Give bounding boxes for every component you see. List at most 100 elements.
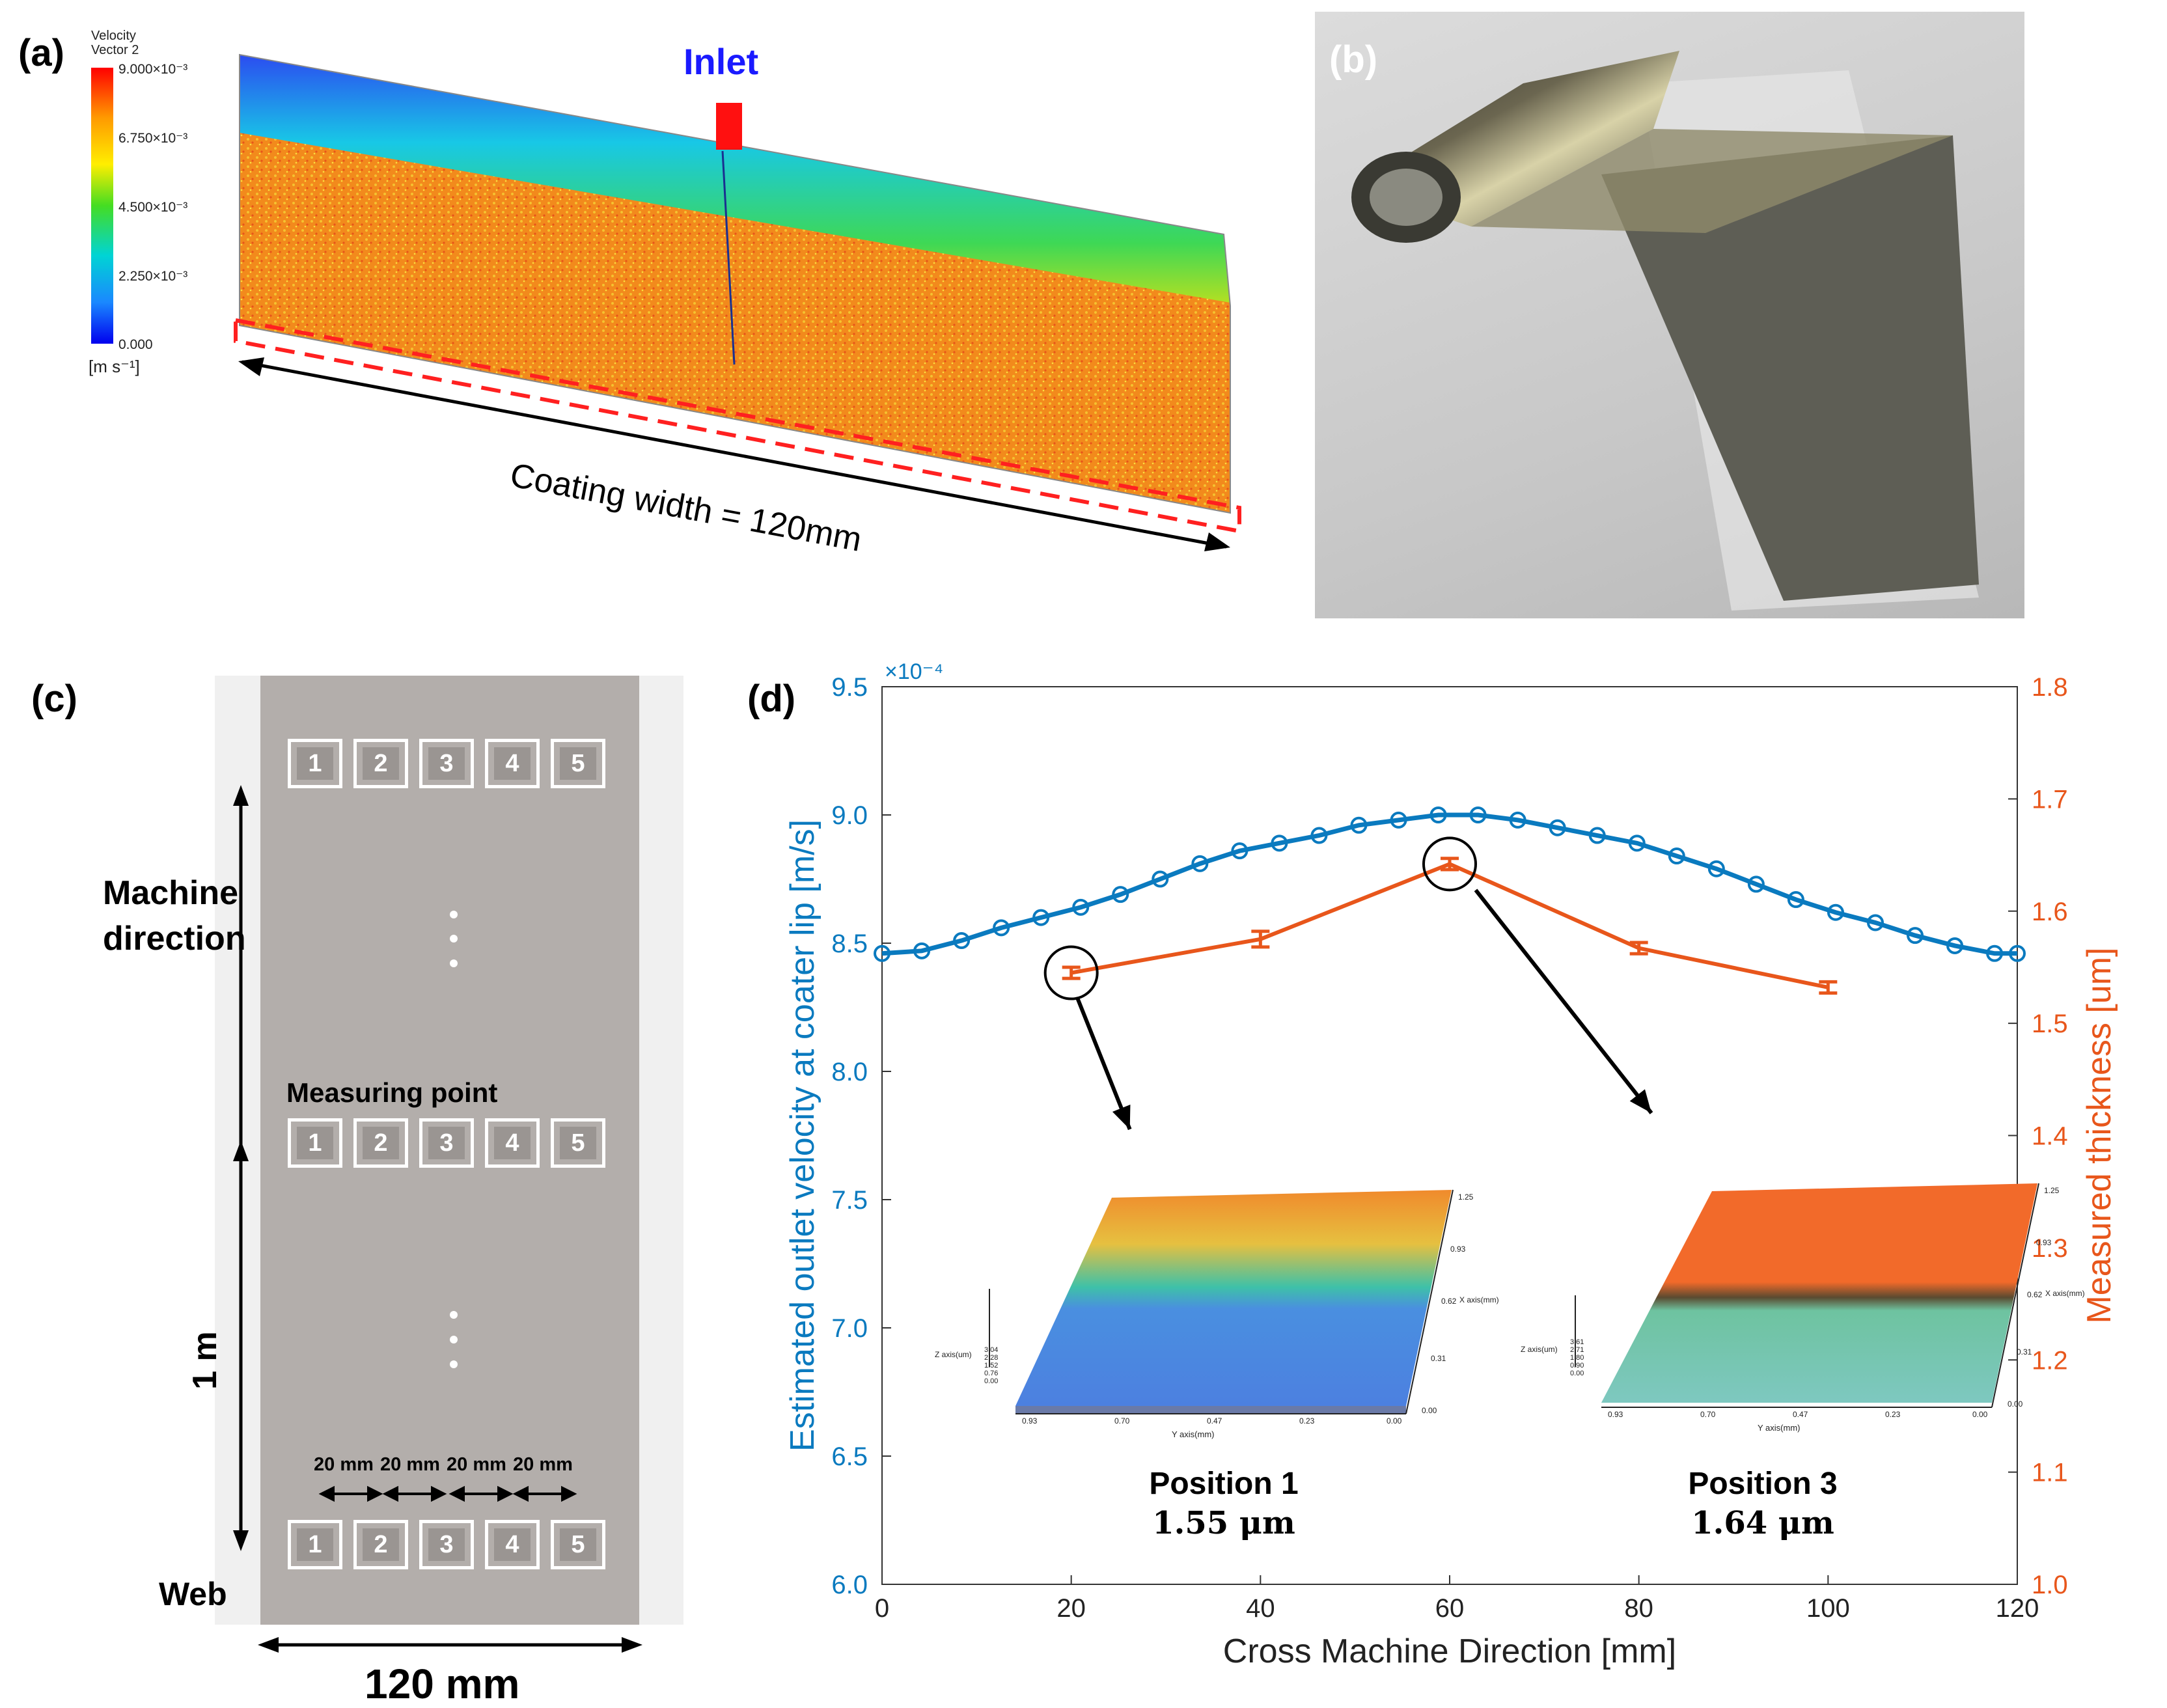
inset1-z-tick: 0.00 [984,1377,999,1385]
x-tick-label: 80 [1624,1594,1653,1623]
web-label: Web [159,1576,227,1612]
y2-axis-label: Measured thickness [um] [2080,947,2118,1323]
y2-tick-label: 1.2 [2032,1346,2068,1375]
y-tick-label: 6.0 [831,1571,868,1599]
machine-direction-line1: Machine [103,874,239,912]
inset1-x-tick-4: 0.00 [1422,1406,1437,1415]
inset1-x-tick-1: 0.93 [1450,1245,1466,1254]
measuring-point-4: 4 [485,1520,540,1569]
position-1-title: Position 1 [1149,1467,1299,1501]
velocity-marker [1390,811,1407,829]
position-1-value: 1.55 μm [1152,1505,1295,1541]
thickness-line [1071,862,1829,989]
measuring-point-number: 4 [494,1127,531,1159]
inset3-y-tick-3: 0.23 [1885,1410,1901,1419]
y-tick-label: 7.5 [831,1186,868,1215]
legend-title-line2: Vector 2 [91,43,139,57]
measuring-point-number: 3 [428,747,465,780]
panel-a-label: (a) [18,32,64,74]
velocity-marker [1986,944,2004,962]
y-tick-label: 9.5 [831,673,868,702]
velocity-line [881,812,2017,956]
inset-position-1-surface [989,1189,1454,1414]
measuring-point-number: 5 [560,1528,596,1561]
inset1-z-tick: 1.52 [984,1362,999,1370]
x-tick-label: 60 [1435,1594,1465,1623]
inset3-z-tick: 0.00 [1570,1370,1584,1377]
velocity-marker [1310,827,1328,844]
inset3-x-tick-4: 0.00 [2008,1399,2023,1409]
velocity-marker [1907,927,1924,944]
measuring-point-number: 4 [494,1528,531,1561]
x-axis-label: Cross Machine Direction [mm] [1223,1632,1676,1670]
measuring-point-label: Measuring point [286,1077,498,1108]
inset3-z-ticks: 3.61 2.71 1.80 0.90 0.00 [1570,1338,1584,1377]
inset3-y-tick-0: 0.93 [1608,1410,1623,1419]
velocity-marker [1429,806,1447,823]
legend-title: Velocity Vector 2 [91,29,139,57]
measuring-point-1: 1 [288,739,342,788]
y-tick-label: 7.0 [831,1314,868,1343]
inset3-y-axis: Y axis(mm) [1758,1423,1801,1433]
measuring-point-number: 4 [494,747,531,780]
highlight-arrow [1075,998,1132,1131]
inset3-x-tick-0: 1.25 [2044,1186,2060,1195]
position-3-value: 1.64 μm [1691,1505,1834,1541]
velocity-marker [1469,806,1487,823]
y-tick-label: 8.5 [831,930,868,958]
inset1-y-tick-0: 0.93 [1022,1416,1038,1426]
velocity-marker [1509,811,1526,829]
measuring-point-2: 2 [353,739,408,788]
inset1-x-tick-3: 0.31 [1431,1354,1446,1363]
inset1-z-tick: 2.28 [984,1354,999,1362]
inset3-z-axis: Z axis(um) [1521,1345,1558,1354]
velocity-marker [1191,855,1209,872]
y2-tick-label: 1.8 [2032,673,2068,702]
velocity-marker [1152,870,1169,888]
inset3-z-tick: 2.71 [1570,1346,1584,1354]
measuring-point-3: 3 [419,1520,474,1569]
thickness-velocity-chart: 0 20 40 60 80 100 120 6.0 6.5 7.0 7.5 8.0 8.5 9.0 9.5 1… [784,659,2118,1670]
measuring-point-1: 1 [288,1118,342,1168]
y-tick-label: 8.0 [831,1058,868,1086]
inset3-z-tick: 0.90 [1570,1362,1584,1370]
measuring-point-number: 1 [297,747,333,780]
measuring-point-number: 1 [297,1127,333,1159]
inlet-label: Inlet [683,41,759,82]
inset3-x-tick-2: 0.62 [2027,1290,2043,1299]
velocity-marker [1787,891,1804,909]
outlet-dashed-region [234,318,1241,534]
highlight-circle [1422,836,1477,892]
velocity-marker [913,942,931,959]
inset1-y-tick-4: 0.00 [1387,1416,1402,1426]
velocity-marker [1668,847,1685,865]
width-120mm-label: 120 mm [365,1660,520,1707]
one-meter-label: 1 m [186,1331,224,1390]
inset3-y-tick-4: 0.00 [1972,1410,1988,1419]
spacing-label-1: 20 mm [314,1454,374,1475]
coated-film [1601,135,1979,601]
measuring-point-2: 2 [353,1118,408,1168]
legend-tick-2: 4.500×10⁻³ [118,200,188,215]
machine-direction-label: Machine direction [103,870,246,961]
y2-tick-label: 1.1 [2032,1459,2068,1487]
y2-tick-label: 1.4 [2032,1122,2068,1151]
spacing-label-4: 20 mm [513,1454,573,1475]
inset-caption-position-1: Position 1 1.55 μm [1094,1465,1354,1543]
legend-tick-1: 6.750×10⁻³ [118,131,188,146]
spacing-label-2: 20 mm [380,1454,440,1475]
velocity-marker [953,932,971,950]
panel-b-label: (b) [1329,38,1378,81]
velocity-marker [1032,909,1050,926]
x-tick-label: 40 [1246,1594,1275,1623]
inset3-y-tick-1: 0.70 [1700,1410,1716,1419]
x-tick-label: 100 [1806,1594,1850,1623]
inset1-y-tick-3: 0.23 [1299,1416,1315,1426]
y2-tick-label: 1.5 [2032,1010,2068,1038]
plot-frame [881,686,2018,1585]
y-tick-label: 9.0 [831,801,868,830]
measuring-point-number: 5 [560,1127,596,1159]
measuring-point-number: 3 [428,1127,465,1159]
legend-unit: [m s⁻¹] [89,357,140,376]
